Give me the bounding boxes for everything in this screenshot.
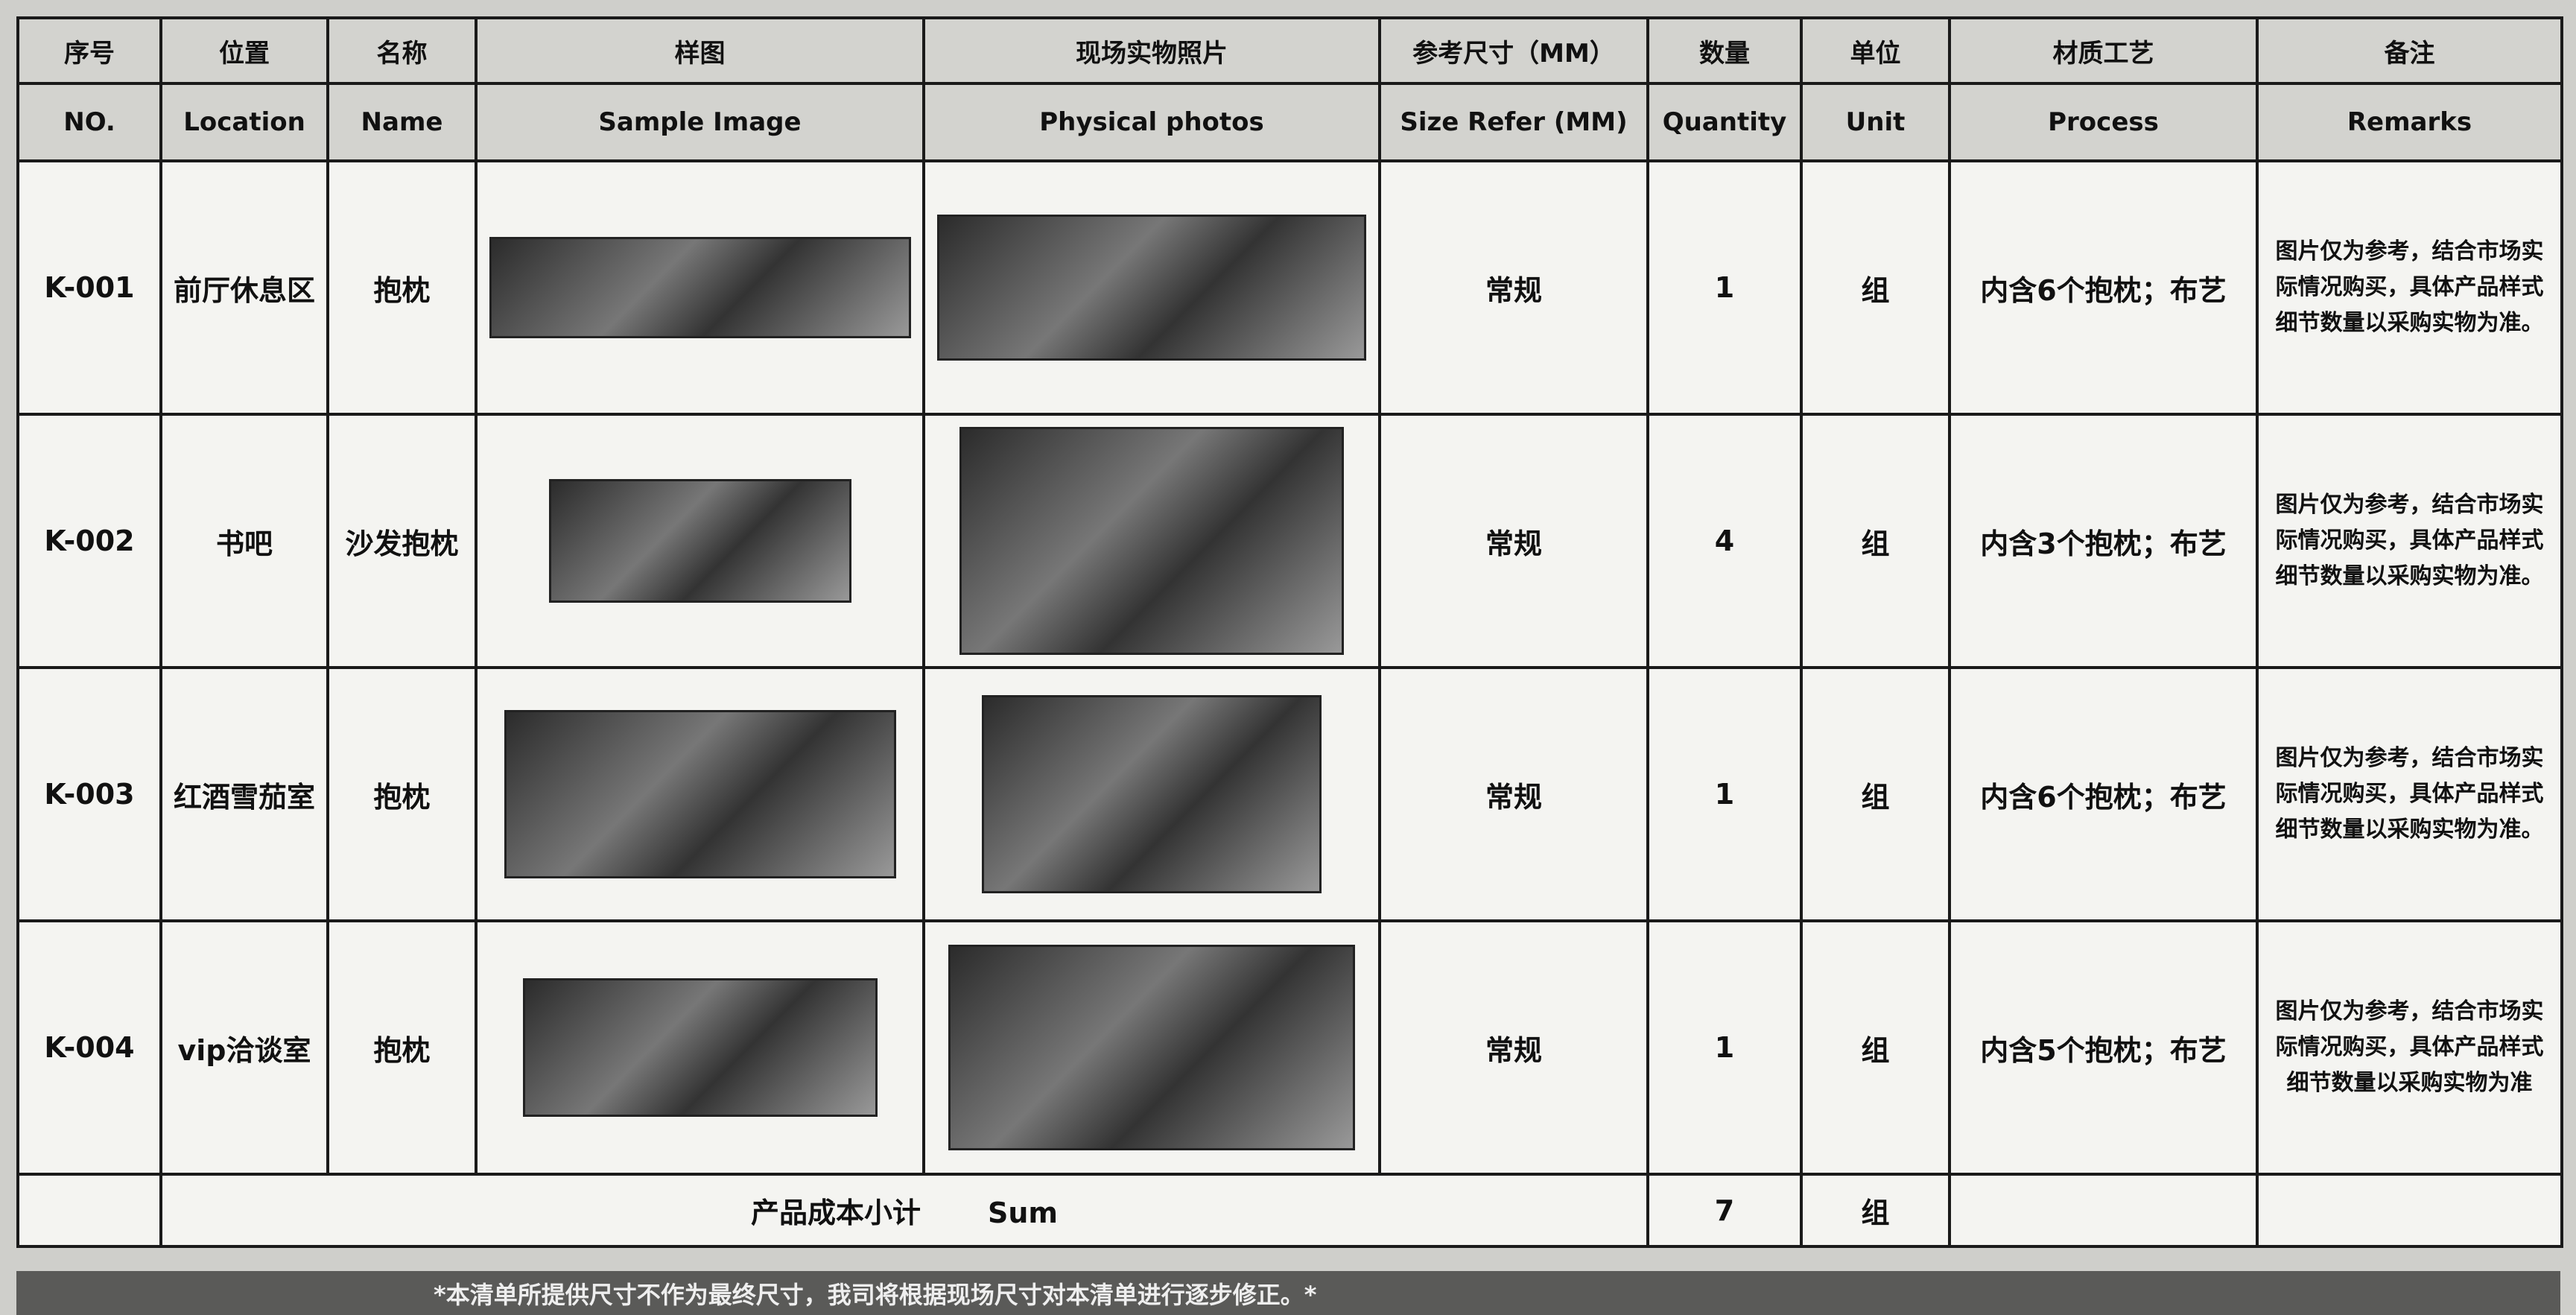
- sum-label-cn: 产品成本小计: [750, 1197, 921, 1229]
- process-cell: 内含5个抱枕；布艺: [1948, 919, 2259, 1176]
- unit-cell: 组: [1800, 159, 1951, 416]
- sample-cell: [475, 666, 925, 922]
- header-cell: Location: [159, 82, 329, 162]
- quantity-cell: 1: [1646, 919, 1803, 1176]
- photo-cell: [922, 666, 1381, 922]
- process-cell: 内含6个抱枕；布艺: [1948, 666, 2259, 922]
- remarks-cell: 图片仅为参考，结合市场实际情况购买，具体产品样式细节数量以采购实物为准。: [2256, 413, 2563, 669]
- sample-cell: [475, 919, 925, 1176]
- empty-cell: [2256, 1173, 2563, 1248]
- no-cell: K-002: [16, 413, 162, 669]
- header-cell: NO.: [16, 82, 162, 162]
- header-cell: 参考尺寸（MM）: [1378, 16, 1649, 85]
- remarks-cell: 图片仅为参考，结合市场实际情况购买，具体产品样式细节数量以采购实物为准: [2256, 919, 2563, 1176]
- header-cell: 材质工艺: [1948, 16, 2259, 85]
- header-cell: Remarks: [2256, 82, 2563, 162]
- data-row: K-001 前厅休息区 抱枕 常规 1 组内含6个抱枕；布艺 图片仅为参考，结合市场实际情况…: [16, 159, 2563, 416]
- header-cell: Name: [326, 82, 478, 162]
- product-table: 序号 位置 名称 样图 现场实物照片 参考尺寸（MM） 数量 单位 材质工艺 备注 NO. Locat…: [16, 16, 2563, 1248]
- sum-row: 产品成本小计 Sum 7 组: [16, 1173, 2563, 1248]
- physical-photo: [982, 695, 1322, 893]
- header-cell: 现场实物照片: [922, 16, 1381, 85]
- location-cell: 书吧: [159, 413, 329, 669]
- name-cell: 抱枕: [326, 159, 478, 416]
- unit-cell: 组: [1800, 666, 1951, 922]
- physical-photo: [948, 945, 1355, 1150]
- process-cell: 内含3个抱枕；布艺: [1948, 413, 2259, 669]
- sheet: 序号 位置 名称 样图 现场实物照片 参考尺寸（MM） 数量 单位 材质工艺 备注 NO. Locat…: [16, 16, 2563, 1248]
- header-cell: 样图: [475, 16, 925, 85]
- sample-image: [522, 978, 878, 1117]
- sample-image: [548, 479, 851, 603]
- header-cell: Unit: [1800, 82, 1951, 162]
- location-cell: 红酒雪茄室: [159, 666, 329, 922]
- size-cell: 常规: [1378, 919, 1649, 1176]
- header-cell: Quantity: [1646, 82, 1803, 162]
- sum-unit: 组: [1800, 1173, 1951, 1248]
- physical-photo: [959, 427, 1344, 655]
- unit-cell: 组: [1800, 919, 1951, 1176]
- size-cell: 常规: [1378, 413, 1649, 669]
- unit-cell: 组: [1800, 413, 1951, 669]
- sample-cell: [475, 413, 925, 669]
- header-cell: Physical photos: [922, 82, 1381, 162]
- header-cell: 数量: [1646, 16, 1803, 85]
- header-row: 序号 位置 名称 样图 现场实物照片 参考尺寸（MM） 数量 单位 材质工艺 备注: [16, 16, 2563, 85]
- header-cell: Size Refer (MM): [1378, 82, 1649, 162]
- quantity-cell: 1: [1646, 666, 1803, 922]
- location-cell: vip洽谈室: [159, 919, 329, 1176]
- header-cell: Process: [1948, 82, 2259, 162]
- photo-cell: [922, 159, 1381, 416]
- data-row: K-004 vip洽谈室 抱枕 常规 1 组内含5个抱枕；布艺 图片仅为参考，结合市场实际情…: [16, 919, 2563, 1176]
- remarks-cell: 图片仅为参考，结合市场实际情况购买，具体产品样式细节数量以采购实物为准。: [2256, 666, 2563, 922]
- sum-label-en: Sum: [987, 1197, 1059, 1229]
- physical-photo: [937, 215, 1366, 361]
- photo-cell: [922, 919, 1381, 1176]
- header-cell: 序号: [16, 16, 162, 85]
- quantity-cell: 4: [1646, 413, 1803, 669]
- remarks-cell: 图片仅为参考，结合市场实际情况购买，具体产品样式细节数量以采购实物为准。: [2256, 159, 2563, 416]
- data-row: K-003 红酒雪茄室 抱枕 常规 1 组内含6个抱枕；布艺 图片仅为参考，结合市场实际情况…: [16, 666, 2563, 922]
- no-cell: K-003: [16, 666, 162, 922]
- header-cell: 单位: [1800, 16, 1951, 85]
- header-cell: 位置: [159, 16, 329, 85]
- location-cell: 前厅休息区: [159, 159, 329, 416]
- header-cell: 名称: [326, 16, 478, 85]
- process-cell: 内含6个抱枕；布艺: [1948, 159, 2259, 416]
- header-cell: 备注: [2256, 16, 2563, 85]
- sum-label-cell: 产品成本小计 Sum: [159, 1173, 1649, 1248]
- footer-note: *本清单所提供尺寸不作为最终尺寸，我司将根据现场尺寸对本清单进行逐步修正。*: [16, 1271, 2560, 1315]
- no-cell: K-004: [16, 919, 162, 1176]
- size-cell: 常规: [1378, 159, 1649, 416]
- sample-image: [504, 710, 896, 878]
- name-cell: 沙发抱枕: [326, 413, 478, 669]
- empty-cell: [1948, 1173, 2259, 1248]
- name-cell: 抱枕: [326, 666, 478, 922]
- sample-cell: [475, 159, 925, 416]
- sum-quantity: 7: [1646, 1173, 1803, 1248]
- name-cell: 抱枕: [326, 919, 478, 1176]
- quantity-cell: 1: [1646, 159, 1803, 416]
- photo-cell: [922, 413, 1381, 669]
- no-cell: K-001: [16, 159, 162, 416]
- header-cell: Sample Image: [475, 82, 925, 162]
- size-cell: 常规: [1378, 666, 1649, 922]
- header-row: NO. Location Name Sample Image Physical phot…: [16, 82, 2563, 162]
- data-row: K-002 书吧 沙发抱枕 常规 4 组内含3个抱枕；布艺 图片仅为参考，结合市场实际情况购…: [16, 413, 2563, 669]
- empty-cell: [16, 1173, 162, 1248]
- sample-image: [489, 237, 911, 338]
